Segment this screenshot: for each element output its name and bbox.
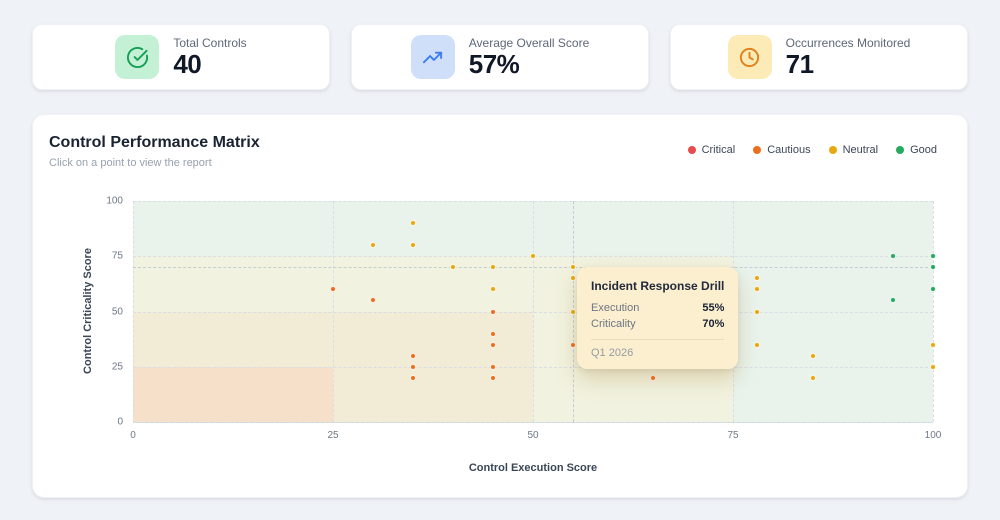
scatter-point-cautious[interactable] bbox=[650, 374, 656, 381]
y-tick-label: 100 bbox=[106, 195, 123, 207]
scatter-point-cautious[interactable] bbox=[490, 363, 496, 370]
check-circle-icon-tile bbox=[115, 35, 160, 79]
scatter-point-neutral[interactable] bbox=[930, 341, 936, 348]
scatter-point-cautious[interactable] bbox=[410, 374, 416, 381]
stat-value: 40 bbox=[173, 48, 202, 79]
stat-card-occurrences: Occurrences Monitored 71 bbox=[670, 24, 968, 90]
x-tick-label: 75 bbox=[727, 430, 739, 441]
scatter-point-neutral[interactable] bbox=[530, 253, 536, 260]
tooltip-footer: Q1 2026 bbox=[591, 339, 725, 359]
chart-legend: Critical Cautious Neutral Good bbox=[687, 144, 937, 156]
scatter-point-neutral[interactable] bbox=[930, 363, 936, 370]
x-axis-title: Control Execution Score bbox=[468, 462, 598, 474]
tooltip-row-value: 55% bbox=[702, 302, 725, 314]
gridline-y-25 bbox=[133, 366, 933, 368]
x-tick-label: 100 bbox=[924, 430, 942, 441]
legend-item-cautious[interactable]: Cautious bbox=[753, 144, 811, 156]
cautious-dot-icon bbox=[753, 146, 762, 154]
stat-label: Occurrences Monitored bbox=[785, 35, 911, 50]
clock-icon-tile bbox=[727, 35, 772, 79]
y-tick-label: 0 bbox=[117, 416, 123, 428]
y-tick-label: 25 bbox=[111, 361, 123, 373]
y-tick-label: 50 bbox=[111, 306, 123, 317]
scatter-point-good[interactable] bbox=[890, 253, 896, 260]
tooltip-row: Execution 55% bbox=[591, 302, 724, 314]
scatter-point-cautious[interactable] bbox=[490, 341, 496, 348]
scatter-point-neutral[interactable] bbox=[410, 220, 416, 227]
chart-title: Control Performance Matrix bbox=[49, 134, 260, 151]
x-tick-label: 50 bbox=[527, 430, 539, 441]
scatter-point-cautious[interactable] bbox=[410, 363, 416, 370]
y-axis-title: Control Criticality Score bbox=[82, 248, 94, 374]
scatter-point-good[interactable] bbox=[930, 286, 936, 293]
gridline-x-100 bbox=[933, 201, 934, 422]
legend-item-neutral[interactable]: Neutral bbox=[828, 144, 879, 156]
stat-value: 57% bbox=[468, 48, 520, 79]
scatter-point-neutral[interactable] bbox=[410, 242, 416, 249]
stat-value: 71 bbox=[785, 48, 814, 79]
scatter-point-neutral[interactable] bbox=[490, 264, 496, 271]
stat-label: Total Controls bbox=[173, 35, 247, 50]
scatter-point-neutral[interactable] bbox=[754, 308, 760, 315]
scatter-point-cautious[interactable] bbox=[570, 341, 576, 348]
scatter-point-cautious[interactable] bbox=[370, 297, 376, 304]
scatter-point-neutral[interactable] bbox=[810, 374, 816, 381]
clock-icon bbox=[738, 46, 761, 69]
scatter-point-good[interactable] bbox=[930, 253, 936, 260]
scatter-point-neutral[interactable] bbox=[570, 275, 576, 282]
trending-up-icon-tile bbox=[410, 35, 455, 79]
gridline-y-50 bbox=[133, 311, 933, 313]
scatter-point-neutral[interactable] bbox=[570, 264, 576, 271]
scatter-point-cautious[interactable] bbox=[410, 352, 416, 359]
scatter-point-neutral[interactable] bbox=[754, 275, 760, 282]
legend-item-good[interactable]: Good bbox=[896, 144, 937, 156]
scatter-point-cautious[interactable] bbox=[490, 374, 496, 381]
x-tick-label: 0 bbox=[130, 430, 136, 441]
scatter-point-cautious[interactable] bbox=[330, 286, 336, 293]
trending-up-icon bbox=[421, 46, 444, 69]
stat-label: Average Overall Score bbox=[468, 35, 590, 50]
x-tick-label: 25 bbox=[327, 430, 339, 441]
crosshair-horizontal bbox=[133, 267, 933, 269]
legend-label: Good bbox=[910, 144, 937, 156]
plot-layers: 0 25 50 75 100 0 25 50 75 100 bbox=[106, 196, 941, 442]
tooltip-row: Criticality 70% bbox=[591, 318, 724, 330]
y-tick-label: 75 bbox=[111, 250, 123, 262]
critical-dot-icon bbox=[687, 146, 696, 154]
good-dot-icon bbox=[896, 146, 905, 154]
scatter-point-good[interactable] bbox=[930, 264, 936, 271]
chart-card: Control Performance Matrix Click on a po… bbox=[32, 114, 968, 498]
legend-label: Critical bbox=[701, 144, 736, 156]
scatter-point-good[interactable] bbox=[890, 297, 896, 304]
scatter-point-neutral[interactable] bbox=[370, 242, 376, 249]
tooltip-row-label: Execution bbox=[591, 302, 640, 314]
tooltip: Incident Response Drill Execution 55% Cr… bbox=[577, 267, 739, 369]
stat-card-average-score: Average Overall Score 57% bbox=[351, 24, 649, 90]
chart-subtitle: Click on a point to view the report bbox=[49, 157, 212, 169]
scatter-point-neutral[interactable] bbox=[490, 286, 496, 293]
scatter-point-neutral[interactable] bbox=[450, 264, 456, 271]
legend-item-critical[interactable]: Critical bbox=[687, 144, 736, 156]
tooltip-row-label: Criticality bbox=[591, 318, 636, 330]
gridline-y-0 bbox=[133, 422, 933, 423]
plot-area: 0 25 50 75 100 0 25 50 75 100 Incident Response D… bbox=[106, 196, 941, 442]
check-circle-icon bbox=[126, 46, 149, 69]
tooltip-title: Incident Response Drill bbox=[591, 279, 725, 293]
scatter-point-neutral[interactable] bbox=[570, 308, 576, 315]
legend-label: Neutral bbox=[842, 144, 879, 156]
scatter-point-cautious[interactable] bbox=[490, 308, 496, 315]
tooltip-row-value: 70% bbox=[702, 318, 725, 330]
scatter-point-cautious[interactable] bbox=[490, 330, 496, 337]
scatter-point-neutral[interactable] bbox=[810, 352, 816, 359]
gridline-y-100 bbox=[133, 201, 933, 202]
neutral-dot-icon bbox=[828, 146, 837, 154]
scatter-point-neutral[interactable] bbox=[754, 286, 760, 293]
critical-zone bbox=[133, 366, 333, 422]
legend-label: Cautious bbox=[767, 144, 811, 156]
scatter-point-neutral[interactable] bbox=[754, 341, 760, 348]
stat-card-total-controls: Total Controls 40 bbox=[32, 24, 330, 90]
